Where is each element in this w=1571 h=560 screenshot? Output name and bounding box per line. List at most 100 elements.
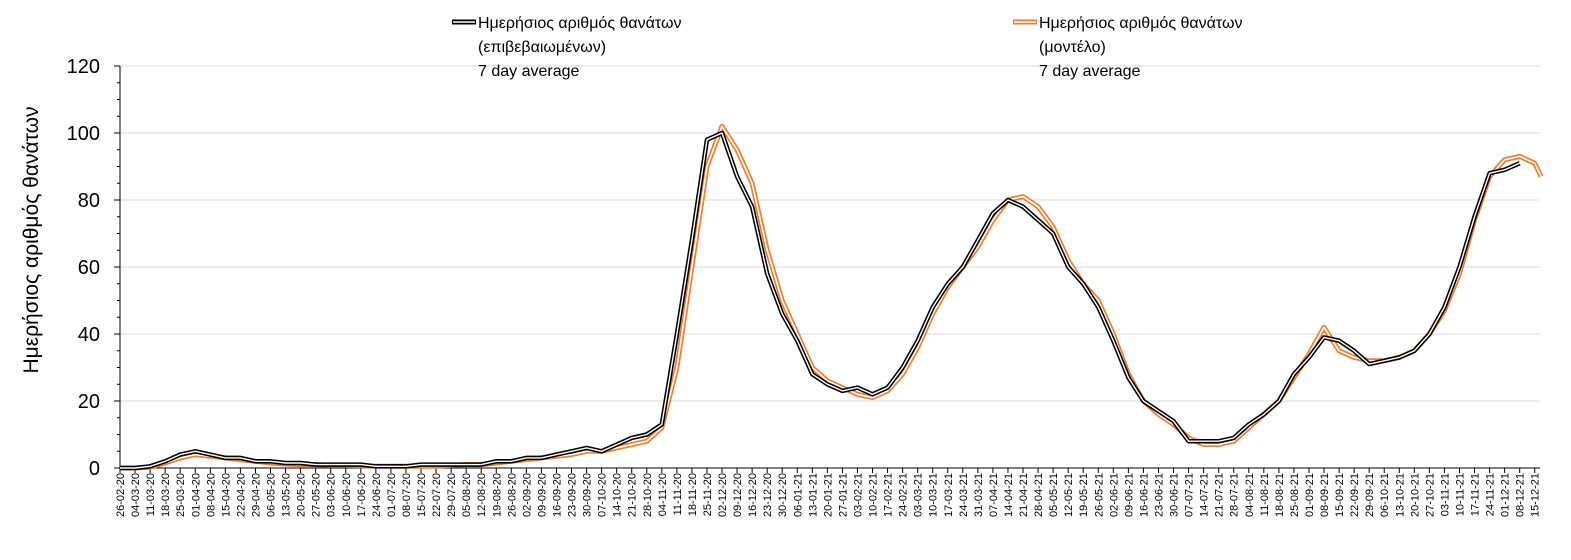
x-tick-label: 26-08-20: [506, 473, 518, 517]
legend: Ημερήσιος αριθμός θανάτων (επιβεβαιωμένων…: [452, 15, 1242, 80]
x-tick-label: 18-08-21: [1274, 473, 1286, 517]
x-tick-label: 25-08-21: [1289, 473, 1301, 517]
x-tick-label: 28-07-21: [1229, 473, 1241, 517]
x-tick-label: 30-09-20: [582, 473, 594, 517]
x-tick-label: 08-12-21: [1515, 473, 1527, 517]
x-tick-label: 22-09-21: [1349, 473, 1361, 517]
x-tick-label: 29-07-20: [446, 473, 458, 517]
x-tick-label: 20-01-21: [822, 473, 834, 517]
x-tick-label: 07-04-21: [988, 473, 1000, 517]
x-tick-label: 20-10-21: [1409, 473, 1421, 517]
x-tick-label: 11-03-20: [145, 473, 157, 516]
series-line-confirmed-inner: [120, 132, 1520, 469]
x-tick-label: 23-09-20: [567, 473, 579, 517]
x-axis-ticks: 26-02-20 04-03-20 11-03-20 18-03-20 25-03-20…: [115, 468, 1542, 517]
x-tick-label: 24-06-20: [371, 473, 383, 517]
x-tick-label: 11-11-20: [672, 473, 684, 515]
x-tick-label: 15-04-20: [220, 473, 232, 517]
x-tick-label: 11-08-21: [1259, 473, 1271, 516]
y-tick-label: 60: [78, 257, 100, 279]
x-tick-label: 27-10-21: [1424, 473, 1436, 517]
x-tick-label: 03-11-21: [1439, 473, 1451, 516]
x-tick-label: 07-07-21: [1184, 473, 1196, 517]
series-line-model-inner: [120, 125, 1542, 469]
x-tick-label: 14-10-20: [612, 473, 624, 517]
x-tick-label: 07-10-20: [597, 473, 609, 517]
legend-label: Ημερήσιος αριθμός θανάτων: [1039, 15, 1242, 32]
x-tick-label: 30-06-21: [1169, 473, 1181, 517]
x-tick-label: 17-11-21: [1470, 473, 1482, 516]
series-lines: [120, 123, 1544, 471]
x-tick-label: 26-05-21: [1093, 473, 1105, 517]
x-tick-label: 09-12-20: [732, 473, 744, 517]
x-tick-label: 12-05-21: [1063, 473, 1075, 517]
x-tick-label: 31-03-21: [973, 473, 985, 517]
x-tick-label: 13-10-21: [1394, 473, 1406, 517]
x-tick-label: 05-08-20: [461, 473, 473, 517]
x-tick-label: 15-12-21: [1530, 473, 1542, 517]
x-tick-label: 29-09-21: [1364, 473, 1376, 517]
x-tick-label: 28-04-21: [1033, 473, 1045, 517]
legend-label: 7 day average: [478, 63, 580, 80]
x-tick-label: 19-08-20: [491, 473, 503, 517]
x-tick-label: 09-09-20: [536, 473, 548, 517]
x-tick-label: 02-06-21: [1108, 473, 1120, 517]
y-tick-label: 120: [67, 56, 100, 78]
x-tick-label: 24-02-21: [898, 473, 910, 517]
x-tick-label: 26-02-20: [115, 473, 127, 517]
grid-lines: [120, 65, 1540, 402]
x-tick-label: 24-11-21: [1485, 473, 1497, 516]
x-tick-label: 08-09-21: [1319, 473, 1331, 517]
x-tick-label: 04-08-21: [1244, 473, 1256, 517]
x-tick-label: 27-01-21: [837, 473, 849, 517]
x-tick-label: 02-09-20: [521, 473, 533, 517]
x-tick-label: 13-01-21: [807, 473, 819, 517]
x-tick-label: 01-07-20: [386, 473, 398, 517]
x-tick-label: 08-04-20: [205, 473, 217, 517]
x-tick-label: 16-06-21: [1138, 473, 1150, 517]
x-tick-label: 28-10-20: [642, 473, 654, 517]
x-tick-label: 01-09-21: [1304, 473, 1316, 517]
series-line-model-outer: [120, 123, 1544, 471]
x-tick-label: 21-10-20: [627, 473, 639, 517]
y-axis-label: Ημερήσιος αριθμός θανάτων: [20, 106, 43, 373]
x-tick-label: 03-06-20: [326, 473, 338, 517]
x-tick-label: 20-05-20: [296, 473, 308, 517]
y-tick-label: 20: [78, 391, 100, 413]
x-tick-label: 02-12-20: [717, 473, 729, 517]
x-tick-label: 25-11-20: [702, 473, 714, 516]
x-tick-label: 06-01-21: [792, 473, 804, 517]
x-tick-label: 04-11-20: [657, 473, 669, 516]
y-axis-ticks: 0 20 40 60 80 100 120: [67, 56, 120, 480]
x-tick-label: 15-07-20: [416, 473, 428, 517]
x-tick-label: 10-02-21: [868, 473, 880, 517]
x-tick-label: 10-11-21: [1454, 473, 1466, 516]
x-tick-label: 13-05-20: [281, 473, 293, 517]
x-tick-label: 29-04-20: [250, 473, 262, 517]
y-tick-label: 0: [89, 458, 100, 480]
legend-label: (επιβεβαιωμένων): [478, 39, 606, 56]
x-tick-label: 01-04-20: [190, 473, 202, 517]
x-tick-label: 22-07-20: [431, 473, 443, 517]
x-tick-label: 23-12-20: [762, 473, 774, 517]
x-tick-label: 03-03-21: [913, 473, 925, 517]
legend-label: 7 day average: [1039, 63, 1141, 80]
legend-label: Ημερήσιος αριθμός θανάτων: [478, 15, 681, 32]
x-tick-label: 17-06-20: [356, 473, 368, 517]
x-tick-label: 10-03-21: [928, 473, 940, 517]
x-tick-label: 18-11-20: [687, 473, 699, 516]
x-tick-label: 06-05-20: [266, 473, 278, 517]
x-tick-label: 21-07-21: [1214, 473, 1226, 517]
x-tick-label: 14-04-21: [1003, 473, 1015, 517]
x-tick-label: 19-05-21: [1078, 473, 1090, 517]
x-tick-label: 10-06-20: [341, 473, 353, 517]
y-tick-label: 100: [67, 123, 100, 145]
x-tick-label: 23-06-21: [1153, 473, 1165, 517]
x-tick-label: 03-02-21: [852, 473, 864, 517]
x-tick-label: 24-03-21: [958, 473, 970, 517]
x-tick-label: 25-03-20: [175, 473, 187, 517]
x-tick-label: 17-02-21: [883, 473, 895, 517]
x-tick-label: 15-09-21: [1334, 473, 1346, 517]
x-tick-label: 12-08-20: [476, 473, 488, 517]
